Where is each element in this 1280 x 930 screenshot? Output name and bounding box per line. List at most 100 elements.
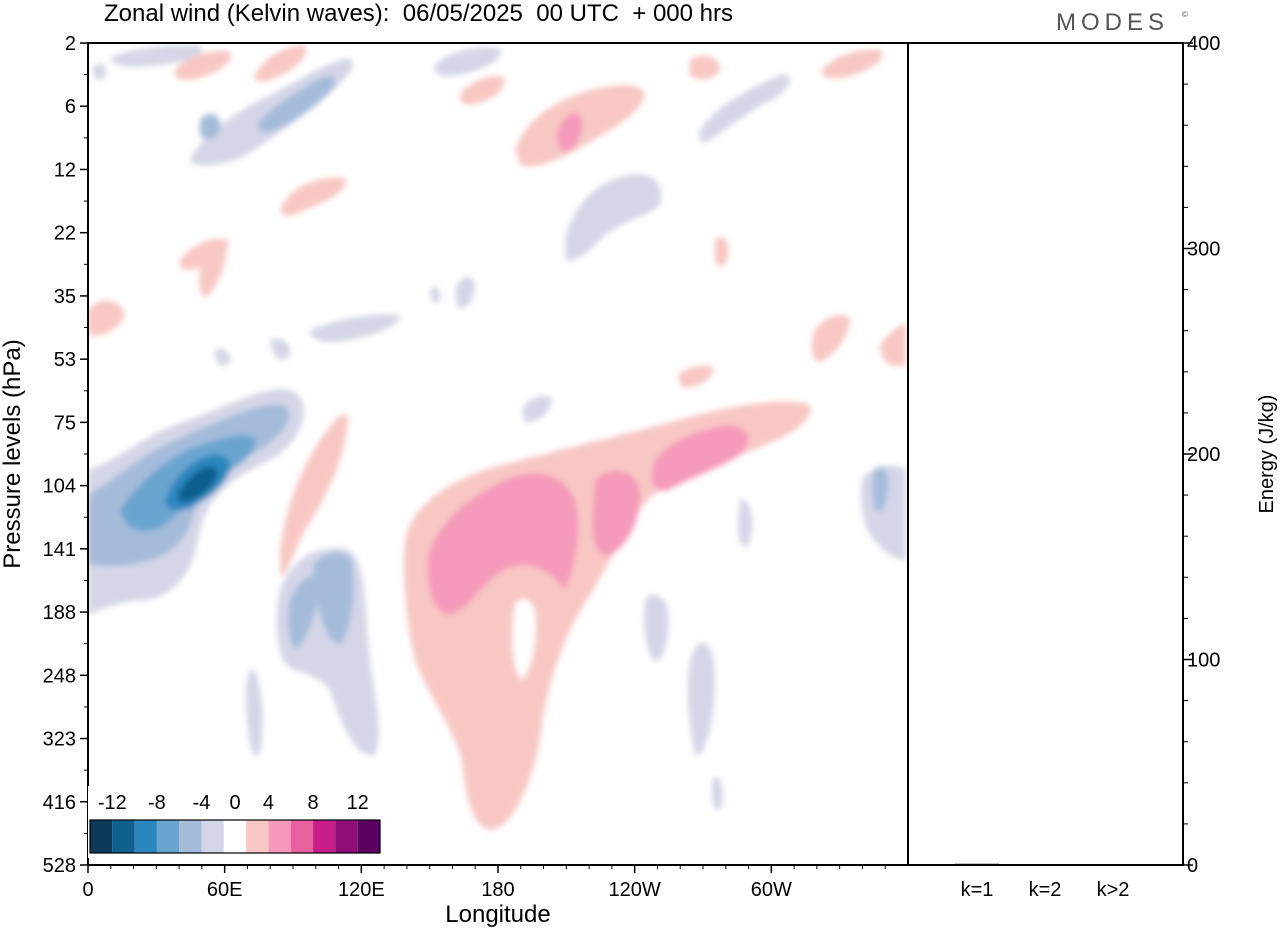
energy-panel-frame bbox=[907, 42, 1184, 866]
y-tick-label: 53 bbox=[54, 349, 76, 371]
x-tick-label: 120E bbox=[338, 879, 385, 901]
energy-axis-title: Energy (J/kg) bbox=[1256, 395, 1278, 514]
y-tick-label: 12 bbox=[54, 159, 76, 181]
colorbar-swatch bbox=[179, 820, 202, 853]
energy-tick-label: 100 bbox=[1187, 650, 1220, 672]
contour-upper-easterly-thin bbox=[310, 314, 401, 343]
contour-upper-westerly-mid bbox=[199, 241, 227, 298]
colorbar-swatch bbox=[156, 820, 180, 853]
contour-right-easterly-inner bbox=[872, 466, 889, 513]
colorbar-swatch bbox=[223, 820, 247, 853]
colorbar-label: 0 bbox=[229, 792, 240, 814]
contour-easterly-core-max bbox=[177, 466, 218, 502]
contour-upper-westerly-mid bbox=[678, 365, 714, 388]
y-tick-label: 188 bbox=[43, 602, 76, 624]
colorbar-label: 8 bbox=[308, 792, 319, 814]
wind-field bbox=[88, 44, 906, 830]
y-axis-title: Pressure levels (hPa) bbox=[0, 339, 26, 568]
contour-upper-easterly-thin bbox=[270, 338, 291, 360]
y-tick-label: 6 bbox=[65, 96, 76, 118]
contour-upper-westerly-top bbox=[174, 50, 231, 80]
y-tick-label: 416 bbox=[43, 792, 76, 814]
contour-upper-easterly-thin bbox=[455, 276, 475, 309]
energy-category-label: k=2 bbox=[1029, 879, 1062, 901]
colorbar-swatch bbox=[246, 820, 269, 853]
contour-upper-westerly-mid bbox=[459, 75, 505, 105]
energy-tick-label: 0 bbox=[1187, 855, 1198, 877]
colorbar-swatch bbox=[134, 820, 157, 853]
energy-categories: k=1 k=2 k>2 bbox=[961, 879, 1130, 901]
contour-easterly-patch bbox=[738, 499, 752, 548]
contour-westerly-inner bbox=[427, 473, 579, 615]
contour-upper-easterly-mid bbox=[434, 47, 501, 77]
y-tick-label: 2 bbox=[65, 33, 76, 55]
colorbar-swatch bbox=[290, 820, 314, 853]
energy-axis: 0 100 200 300 400 bbox=[1183, 33, 1220, 877]
colorbar: -12 -8 -4 0 4 8 12 bbox=[88, 786, 382, 858]
contour-upper-westerly-mid bbox=[811, 314, 850, 362]
contour-upper-westerly-mid bbox=[88, 300, 125, 336]
colorbar-label: -12 bbox=[98, 792, 127, 814]
contour-easterly-patch bbox=[712, 777, 723, 811]
contour-upper-westerly-mid bbox=[690, 55, 720, 80]
energy-bars bbox=[955, 863, 1135, 866]
contour-upper-westerly-mid bbox=[821, 49, 883, 79]
contour-upper-easterly-top bbox=[92, 63, 107, 80]
contour-upper-westerly-top bbox=[254, 45, 306, 82]
colorbar-swatch bbox=[268, 820, 291, 853]
contour-upper-westerly-mid bbox=[880, 322, 906, 366]
contour-westerly-band bbox=[403, 401, 811, 830]
colorbar-label: -8 bbox=[148, 792, 166, 814]
energy-bar bbox=[955, 863, 999, 865]
contour-westerly-inner-c bbox=[651, 425, 749, 491]
y-tick-label: 22 bbox=[54, 223, 76, 245]
contour-upper-easterly-mid bbox=[565, 174, 661, 261]
contour-upper-easterly-thin bbox=[430, 287, 441, 303]
chart-title: Zonal wind (Kelvin waves): 06/05/2025 00… bbox=[104, 0, 733, 27]
x-tick-label: 60E bbox=[207, 879, 243, 901]
x-tick-label: 0 bbox=[82, 879, 93, 901]
contour-upper-westerly-mid bbox=[715, 236, 729, 267]
contour-easterly-patch bbox=[687, 642, 715, 756]
contour-easterly-patch bbox=[245, 669, 263, 757]
x-tick-label: 180 bbox=[481, 879, 514, 901]
energy-bar bbox=[1091, 864, 1135, 866]
contour-right-easterly bbox=[861, 465, 906, 560]
y-tick-label: 528 bbox=[43, 855, 76, 877]
y-tick-label: 75 bbox=[54, 412, 76, 434]
contour-lower-easterly-inner bbox=[288, 553, 354, 650]
colorbar-swatch bbox=[313, 820, 336, 853]
energy-bar bbox=[1023, 864, 1067, 866]
y-tick-label: 104 bbox=[43, 476, 76, 498]
colorbar-swatch bbox=[112, 820, 135, 853]
contour-upper-easterly-inner bbox=[258, 75, 336, 133]
colorbar-swatch bbox=[335, 820, 358, 853]
contour-upper-easterly-patch bbox=[200, 113, 221, 140]
energy-tick-label: 200 bbox=[1187, 444, 1220, 466]
energy-tick-label: 400 bbox=[1187, 33, 1220, 55]
contour-upper-easterly-top bbox=[110, 44, 203, 67]
contour-upper-westerly-mid-inner bbox=[557, 113, 583, 152]
brand-copyright-mark: © bbox=[1182, 10, 1188, 19]
x-tick-label: 60W bbox=[751, 879, 792, 901]
contour-westerly-inner-b bbox=[592, 470, 641, 556]
x-tick-label: 120W bbox=[609, 879, 661, 901]
contour-upper-westerly-mid bbox=[280, 177, 346, 216]
contour-easterly-patch bbox=[643, 594, 669, 662]
energy-category-label: k=1 bbox=[961, 879, 994, 901]
colorbar-label: -4 bbox=[193, 792, 211, 814]
colorbar-swatch bbox=[357, 820, 380, 853]
x-axis-title: Longitude bbox=[445, 901, 550, 928]
y-tick-label: 141 bbox=[43, 539, 76, 561]
brand-logo: MODES bbox=[1056, 9, 1170, 36]
pressure-axis: 2 6 12 22 35 53 75 104 141 188 248 323 416 528 bbox=[43, 33, 88, 877]
contour-westerly-hole bbox=[512, 599, 536, 680]
y-tick-label: 323 bbox=[43, 729, 76, 751]
colorbar-label: 12 bbox=[347, 792, 369, 814]
contour-westerly-streak bbox=[280, 413, 348, 576]
y-tick-label: 35 bbox=[54, 286, 76, 308]
colorbar-frame bbox=[89, 819, 381, 854]
contour-easterly-patch bbox=[522, 395, 552, 423]
y-tick-label: 248 bbox=[43, 665, 76, 687]
energy-category-label: k>2 bbox=[1097, 879, 1130, 901]
